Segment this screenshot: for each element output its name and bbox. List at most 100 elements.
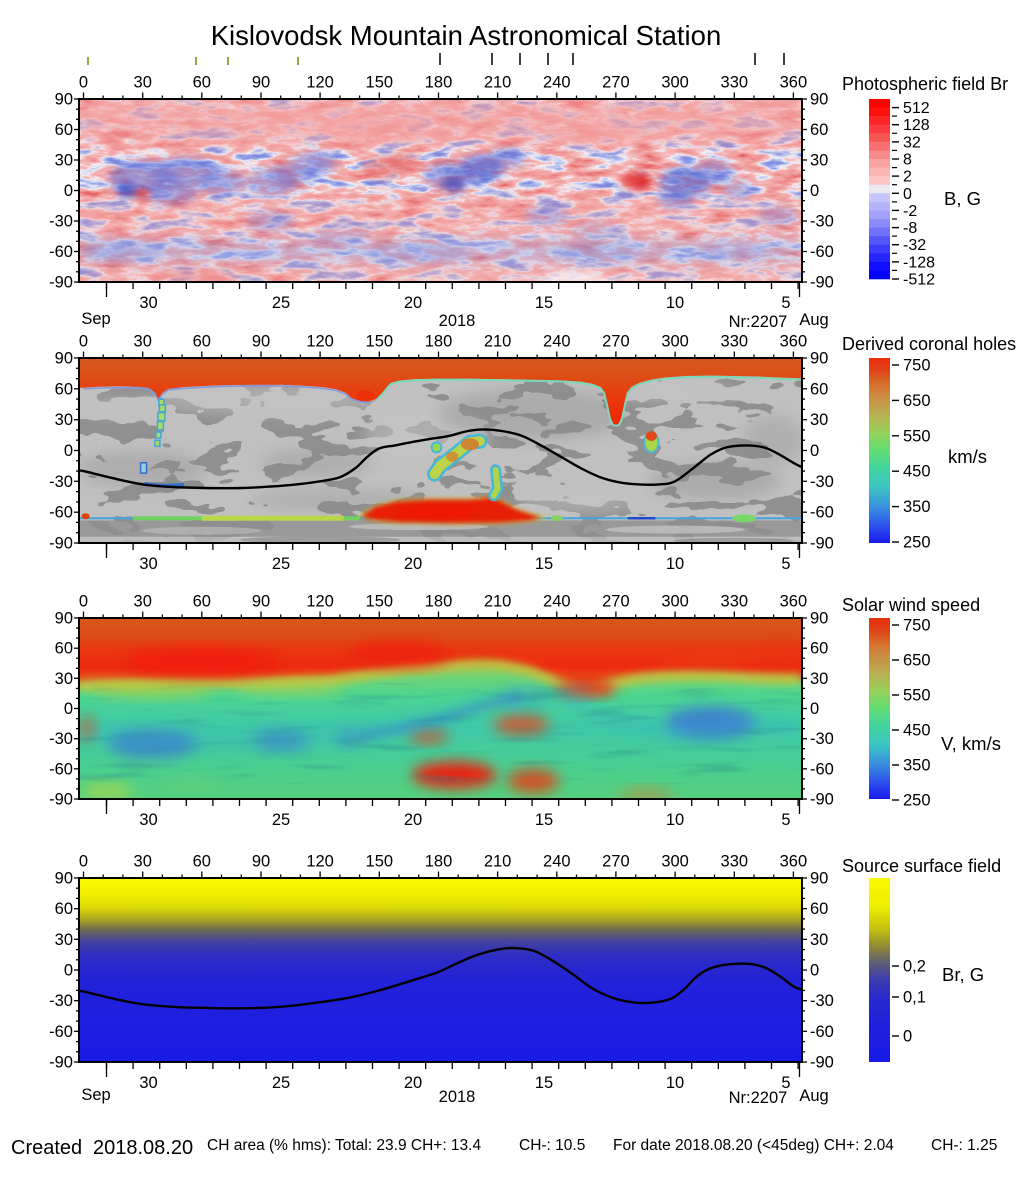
svg-text:240: 240 (543, 853, 571, 871)
svg-text:CH-: 1.25: CH-: 1.25 (931, 1137, 997, 1154)
svg-text:5: 5 (781, 1074, 790, 1092)
svg-text:360: 360 (780, 333, 808, 351)
svg-text:Nr:2207: Nr:2207 (729, 1089, 788, 1107)
svg-text:10: 10 (666, 811, 684, 829)
svg-text:Solar wind speed: Solar wind speed (842, 595, 980, 615)
svg-text:90: 90 (252, 593, 270, 611)
svg-text:300: 300 (661, 853, 689, 871)
svg-text:2018.08.20: 2018.08.20 (93, 1137, 193, 1159)
svg-text:30: 30 (55, 931, 73, 949)
svg-text:30: 30 (134, 74, 152, 92)
svg-text:2018: 2018 (439, 1088, 476, 1106)
svg-text:For date 2018.08.20 (<45deg) C: For date 2018.08.20 (<45deg) CH+: 2.04 (613, 1137, 894, 1154)
svg-text:15: 15 (535, 811, 553, 829)
svg-text:2018: 2018 (439, 312, 476, 330)
svg-text:60: 60 (193, 333, 211, 351)
svg-text:-60: -60 (49, 243, 73, 261)
svg-text:180: 180 (425, 853, 453, 871)
svg-text:350: 350 (903, 498, 931, 516)
svg-text:60: 60 (55, 380, 73, 398)
svg-text:10: 10 (666, 294, 684, 312)
svg-text:32: 32 (903, 134, 921, 151)
svg-text:30: 30 (810, 152, 828, 170)
svg-text:60: 60 (193, 593, 211, 611)
svg-text:240: 240 (543, 333, 571, 351)
svg-text:90: 90 (252, 853, 270, 871)
svg-text:350: 350 (903, 757, 931, 775)
svg-text:90: 90 (810, 350, 828, 368)
svg-text:180: 180 (425, 74, 453, 92)
svg-text:0: 0 (79, 593, 88, 611)
svg-text:-60: -60 (49, 1023, 73, 1041)
svg-text:210: 210 (484, 333, 512, 351)
svg-text:210: 210 (484, 853, 512, 871)
svg-text:330: 330 (721, 333, 749, 351)
svg-text:-90: -90 (49, 791, 73, 809)
svg-text:120: 120 (306, 853, 334, 871)
svg-text:-30: -30 (810, 992, 834, 1010)
svg-text:90: 90 (55, 350, 73, 368)
svg-text:10: 10 (666, 1074, 684, 1092)
svg-text:30: 30 (134, 333, 152, 351)
svg-text:360: 360 (780, 74, 808, 92)
svg-text:-2: -2 (903, 203, 917, 220)
svg-text:60: 60 (810, 640, 828, 658)
svg-text:60: 60 (55, 900, 73, 918)
svg-text:20: 20 (404, 811, 422, 829)
svg-text:210: 210 (484, 593, 512, 611)
svg-text:0: 0 (903, 1028, 912, 1046)
svg-text:90: 90 (55, 870, 73, 888)
svg-text:90: 90 (55, 91, 73, 109)
svg-text:270: 270 (602, 853, 630, 871)
svg-text:-60: -60 (49, 760, 73, 778)
svg-text:360: 360 (780, 593, 808, 611)
svg-text:km/s: km/s (948, 446, 987, 467)
svg-text:240: 240 (543, 74, 571, 92)
svg-text:0: 0 (810, 700, 819, 718)
svg-text:450: 450 (903, 722, 931, 740)
svg-text:5: 5 (781, 555, 790, 573)
svg-text:Kislovodsk Mountain Astronomic: Kislovodsk Mountain Astronomical Station (211, 20, 722, 51)
svg-text:Sep: Sep (81, 310, 110, 328)
svg-text:750: 750 (903, 617, 931, 635)
svg-text:Derived coronal holes: Derived coronal holes (842, 334, 1016, 354)
svg-text:-30: -30 (49, 473, 73, 491)
svg-text:30: 30 (55, 411, 73, 429)
svg-text:-60: -60 (810, 1023, 834, 1041)
svg-text:-512: -512 (903, 272, 935, 289)
svg-text:0,2: 0,2 (903, 958, 926, 976)
svg-text:-128: -128 (903, 254, 935, 271)
svg-text:-30: -30 (810, 213, 834, 231)
svg-text:-30: -30 (49, 213, 73, 231)
svg-text:120: 120 (306, 593, 334, 611)
svg-text:-90: -90 (810, 535, 834, 553)
svg-text:330: 330 (721, 853, 749, 871)
svg-text:250: 250 (903, 534, 931, 552)
svg-text:90: 90 (252, 333, 270, 351)
svg-text:250: 250 (903, 792, 931, 810)
svg-text:0: 0 (64, 700, 73, 718)
svg-text:90: 90 (810, 91, 828, 109)
svg-text:-60: -60 (810, 760, 834, 778)
svg-text:60: 60 (810, 900, 828, 918)
svg-text:8: 8 (903, 152, 912, 169)
svg-text:0: 0 (903, 186, 912, 203)
svg-text:-32: -32 (903, 237, 926, 254)
svg-text:30: 30 (134, 593, 152, 611)
svg-text:30: 30 (55, 670, 73, 688)
svg-text:0: 0 (64, 182, 73, 200)
svg-text:210: 210 (484, 74, 512, 92)
svg-text:25: 25 (272, 555, 290, 573)
svg-text:0: 0 (79, 74, 88, 92)
svg-text:-30: -30 (49, 730, 73, 748)
svg-text:-90: -90 (810, 791, 834, 809)
svg-text:150: 150 (366, 333, 394, 351)
svg-text:90: 90 (810, 610, 828, 628)
svg-text:25: 25 (272, 811, 290, 829)
svg-text:-30: -30 (810, 730, 834, 748)
svg-text:240: 240 (543, 593, 571, 611)
svg-text:Nr:2207: Nr:2207 (729, 313, 788, 331)
svg-text:-60: -60 (49, 504, 73, 522)
svg-text:120: 120 (306, 333, 334, 351)
svg-text:450: 450 (903, 463, 931, 481)
